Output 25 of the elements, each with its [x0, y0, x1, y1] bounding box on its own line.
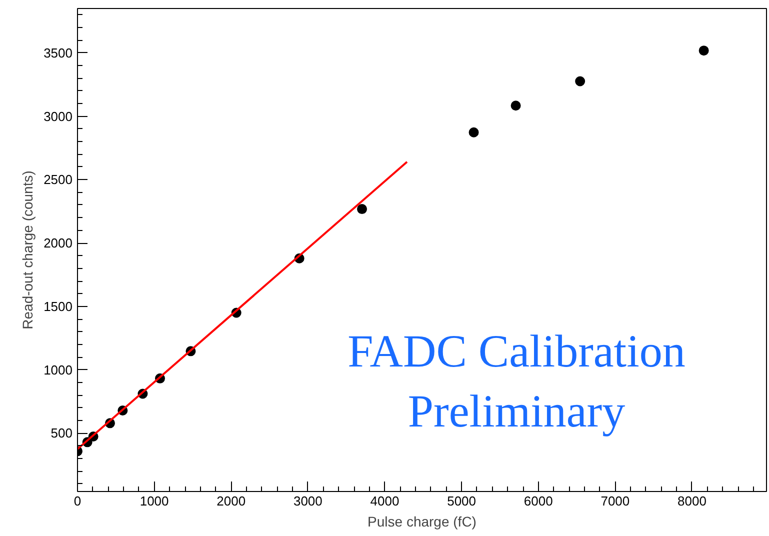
y-tick-label: 2000	[44, 236, 72, 251]
y-axis-title: Read-out charge (counts)	[20, 170, 36, 330]
x-tick-label: 4000	[370, 494, 400, 508]
y-tick-label: 500	[50, 426, 73, 441]
x-tick-label: 5000	[447, 494, 476, 508]
annotation: FADC Calibration	[348, 326, 686, 376]
point	[468, 127, 479, 138]
y-tick-label: 2500	[44, 172, 72, 188]
x-tick-label: 3000	[293, 494, 322, 508]
y-tick-label: 3000	[44, 108, 72, 124]
point	[575, 76, 586, 86]
x-axis-title: Pulse charge (fC)	[368, 514, 476, 530]
x-tick-label: 8000	[678, 494, 706, 508]
x-tick-label: 6000	[524, 494, 553, 508]
point	[698, 46, 709, 56]
y-tick-label: 1500	[44, 298, 72, 314]
y-tick-label: 1000	[44, 362, 72, 378]
x-tick-label: 2000	[216, 494, 246, 508]
annotation: Preliminary	[408, 386, 626, 436]
x-tick-label: 7000	[600, 494, 630, 508]
y-tick-label: 3500	[44, 45, 72, 60]
point	[357, 204, 368, 214]
point	[510, 100, 521, 111]
x-tick-label: 1000	[140, 494, 169, 508]
x-tick-label: 0	[74, 494, 82, 508]
